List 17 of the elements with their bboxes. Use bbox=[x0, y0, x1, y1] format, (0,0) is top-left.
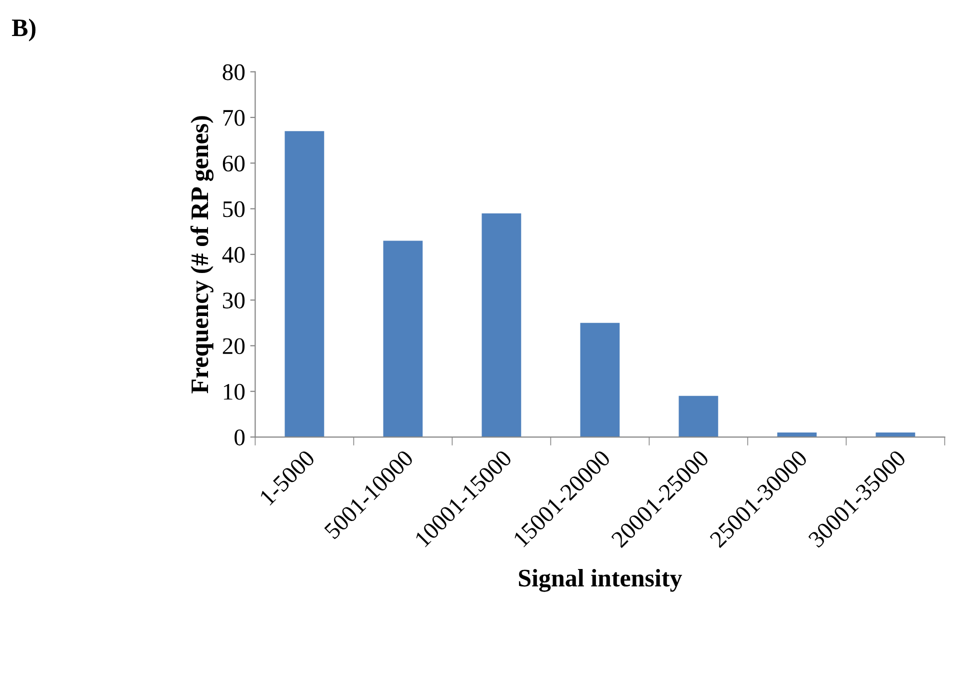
y-tick-label: 30 bbox=[222, 292, 245, 308]
y-tick-label: 10 bbox=[224, 384, 245, 400]
bar bbox=[580, 322, 620, 438]
y-tick-label: 20 bbox=[222, 338, 245, 354]
bar bbox=[482, 213, 522, 438]
y-axis-title: Frequency (# of RP genes) bbox=[190, 116, 214, 394]
y-tick-label: 0 bbox=[234, 430, 245, 446]
bar bbox=[678, 396, 718, 438]
y-tick-label: 70 bbox=[223, 110, 245, 126]
text: B) bbox=[12, 18, 36, 42]
y-tick-label: 60 bbox=[222, 156, 245, 172]
y-tick-label: 50 bbox=[223, 201, 245, 218]
y-tick-label: 80 bbox=[222, 64, 245, 80]
y-tick-label: 40 bbox=[222, 246, 245, 263]
bar bbox=[383, 240, 423, 438]
bar bbox=[284, 131, 324, 438]
x-axis-title: Signal intensity bbox=[518, 568, 682, 592]
